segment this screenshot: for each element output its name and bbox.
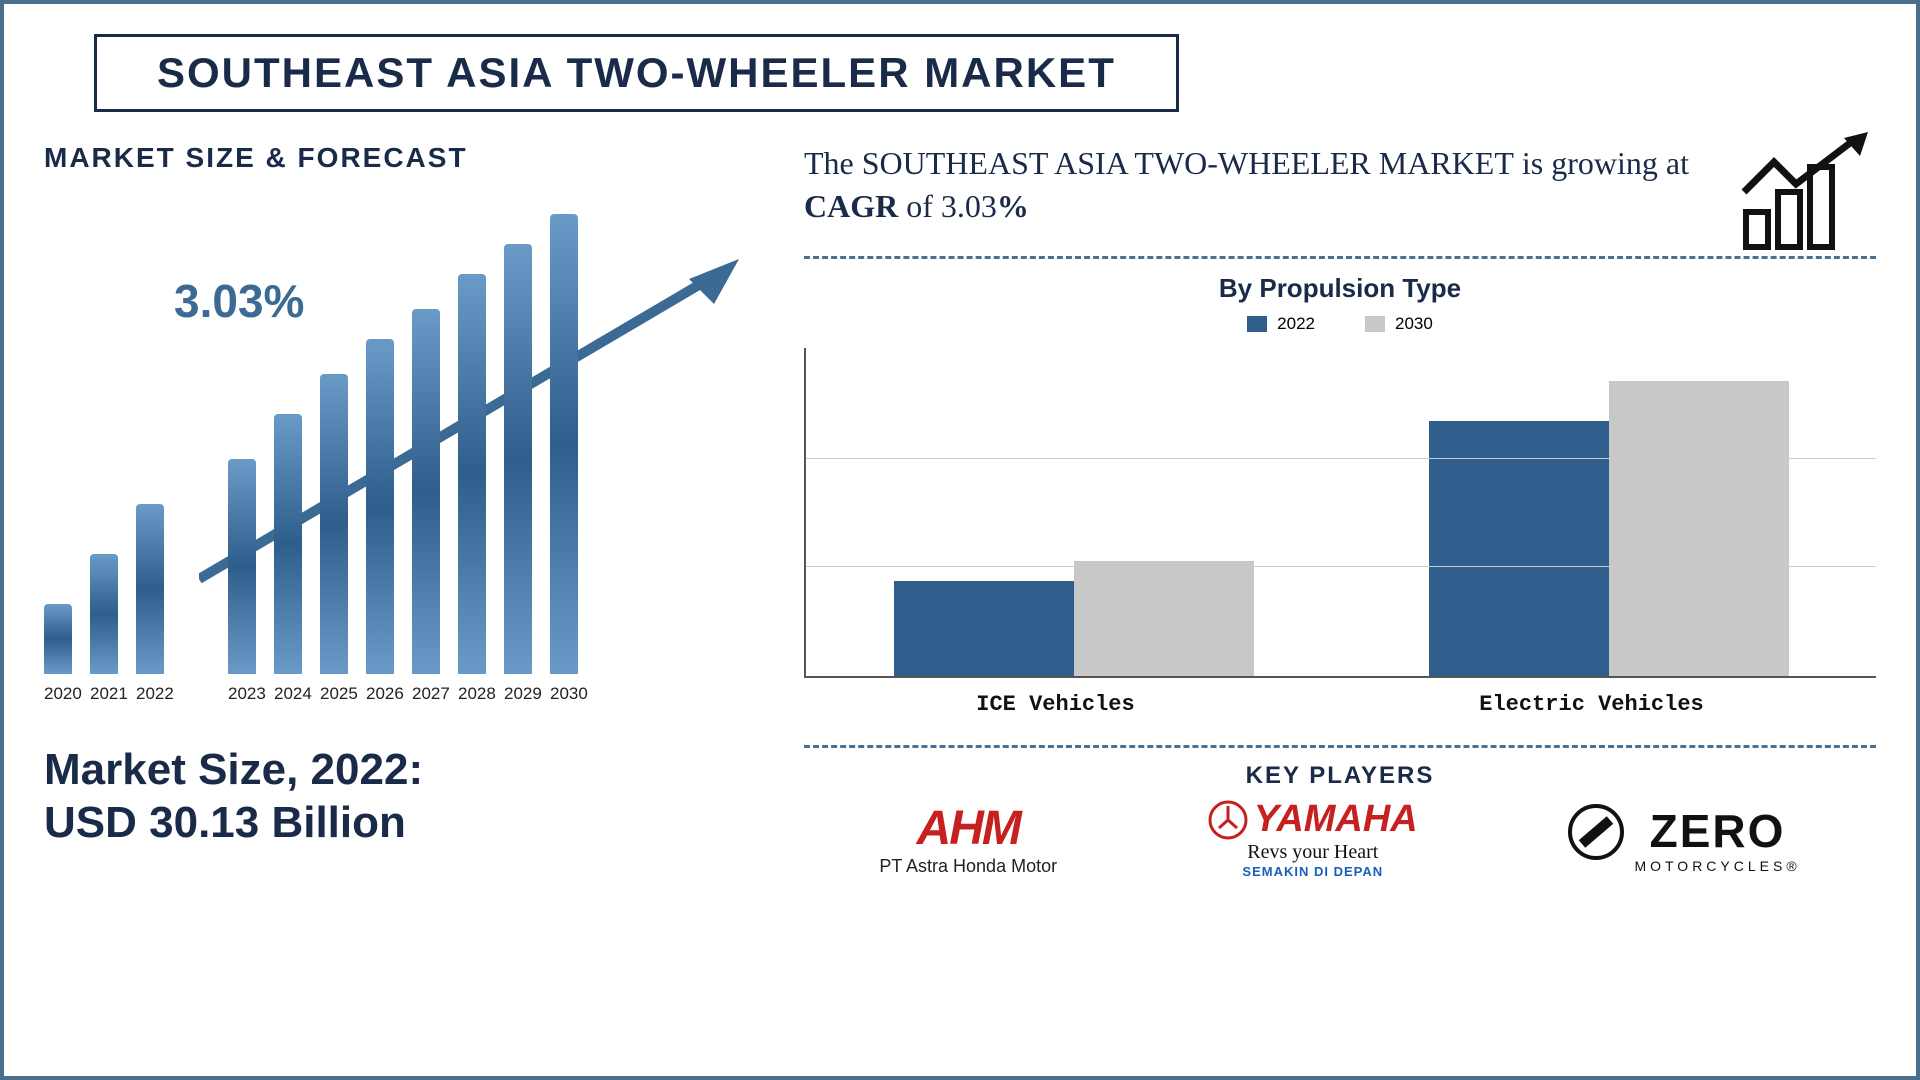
swatch-2030-icon — [1365, 316, 1385, 332]
year-label: 2024 — [274, 684, 302, 704]
propulsion-chart — [804, 348, 1876, 678]
zero-logo-icon: ZERO MOTORCYCLES® — [1568, 804, 1800, 874]
divider-icon — [804, 256, 1876, 259]
right-column: The SOUTHEAST ASIA TWO-WHEELER MARKET is… — [804, 142, 1876, 879]
key-players-heading: KEY PLAYERS — [804, 762, 1876, 790]
forecast-bar — [504, 244, 532, 674]
yamaha-name: YAMAHA — [1254, 798, 1418, 841]
legend-item-2030: 2030 — [1365, 314, 1433, 334]
year-label: 2029 — [504, 684, 532, 704]
year-label: 2030 — [550, 684, 578, 704]
bar-2022 — [894, 581, 1074, 676]
key-players-row: AHM PT Astra Honda Motor YAMAHA Revs you… — [804, 798, 1876, 879]
forecast-bar — [136, 504, 164, 674]
tagline-mid: is growing at — [1514, 145, 1689, 181]
forecast-bar — [228, 459, 256, 674]
content-row: MARKET SIZE & FORECAST 3.03% 20202021202… — [44, 142, 1876, 879]
divider-icon — [804, 745, 1876, 748]
title-box: SOUTHEAST ASIA TWO-WHEELER MARKET — [94, 34, 1179, 112]
bar-2030 — [1609, 381, 1789, 676]
market-size-line2: USD 30.13 Billion — [44, 797, 764, 850]
ahm-subtitle: PT Astra Honda Motor — [879, 856, 1057, 877]
forecast-bar — [44, 604, 72, 674]
market-size-line1: Market Size, 2022: — [44, 744, 764, 797]
year-label: 2025 — [320, 684, 348, 704]
forecast-heading: MARKET SIZE & FORECAST — [44, 142, 764, 174]
tagline-of: of 3.03 — [898, 188, 997, 224]
tagline-prefix: The — [804, 145, 862, 181]
forecast-bar — [366, 339, 394, 674]
propulsion-title: By Propulsion Type — [804, 273, 1876, 304]
year-label: 2026 — [366, 684, 394, 704]
legend-label-2030: 2030 — [1395, 314, 1433, 334]
swatch-2022-icon — [1247, 316, 1267, 332]
bar-2022 — [1429, 421, 1609, 676]
gridline — [806, 458, 1876, 459]
player-ahm: AHM PT Astra Honda Motor — [879, 801, 1057, 877]
year-label: 2021 — [90, 684, 118, 704]
propulsion-legend: 2022 2030 — [804, 314, 1876, 334]
yamaha-tuning-fork-icon — [1208, 800, 1248, 840]
page-title: SOUTHEAST ASIA TWO-WHEELER MARKET — [157, 49, 1116, 97]
forecast-bar — [274, 414, 302, 674]
tagline-brand: SOUTHEAST ASIA TWO-WHEELER MARKET — [862, 145, 1514, 181]
propulsion-bars — [806, 348, 1876, 676]
tagline-cagr: CAGR — [804, 188, 898, 224]
cat-ice: ICE Vehicles — [976, 692, 1134, 717]
bar-2030 — [1074, 561, 1254, 676]
forecast-bar — [412, 309, 440, 674]
forecast-bars — [44, 214, 764, 674]
tagline-pct: % — [997, 188, 1029, 224]
legend-item-2022: 2022 — [1247, 314, 1315, 334]
forecast-year-axis: 2020 2021 2022 2023 2024 2025 2026 2027 2028 2029… — [44, 684, 764, 704]
forecast-bar — [90, 554, 118, 674]
zero-name: ZERO — [1634, 804, 1800, 858]
year-label: 2022 — [136, 684, 164, 704]
player-yamaha: YAMAHA Revs your Heart SEMAKIN DI DEPAN — [1208, 798, 1418, 879]
cat-ev: Electric Vehicles — [1479, 692, 1703, 717]
player-zero: ZERO MOTORCYCLES® — [1568, 804, 1800, 874]
tagline: The SOUTHEAST ASIA TWO-WHEELER MARKET is… — [804, 142, 1704, 228]
yamaha-logo-icon: YAMAHA — [1208, 798, 1418, 841]
ahm-logo-icon: AHM — [879, 801, 1057, 856]
gridline — [806, 566, 1876, 567]
market-size-text: Market Size, 2022: USD 30.13 Billion — [44, 744, 764, 850]
zero-subtitle: MOTORCYCLES® — [1634, 858, 1800, 874]
year-label: 2020 — [44, 684, 72, 704]
bar-group — [894, 561, 1254, 676]
year-label: 2023 — [228, 684, 256, 704]
year-label: 2028 — [458, 684, 486, 704]
bar-group — [1429, 381, 1789, 676]
zero-emblem-icon — [1568, 804, 1624, 860]
yamaha-tagline1: Revs your Heart — [1208, 841, 1418, 864]
left-column: MARKET SIZE & FORECAST 3.03% 20202021202… — [44, 142, 764, 879]
legend-label-2022: 2022 — [1277, 314, 1315, 334]
forecast-chart: 3.03% 2020202120222023202420252026202720… — [44, 204, 764, 704]
yamaha-tagline2: SEMAKIN DI DEPAN — [1208, 864, 1418, 879]
propulsion-categories: ICE Vehicles Electric Vehicles — [804, 692, 1876, 717]
growth-chart-icon — [1736, 132, 1876, 252]
forecast-bar — [320, 374, 348, 674]
forecast-bar — [550, 214, 578, 674]
year-label: 2027 — [412, 684, 440, 704]
forecast-bar — [458, 274, 486, 674]
